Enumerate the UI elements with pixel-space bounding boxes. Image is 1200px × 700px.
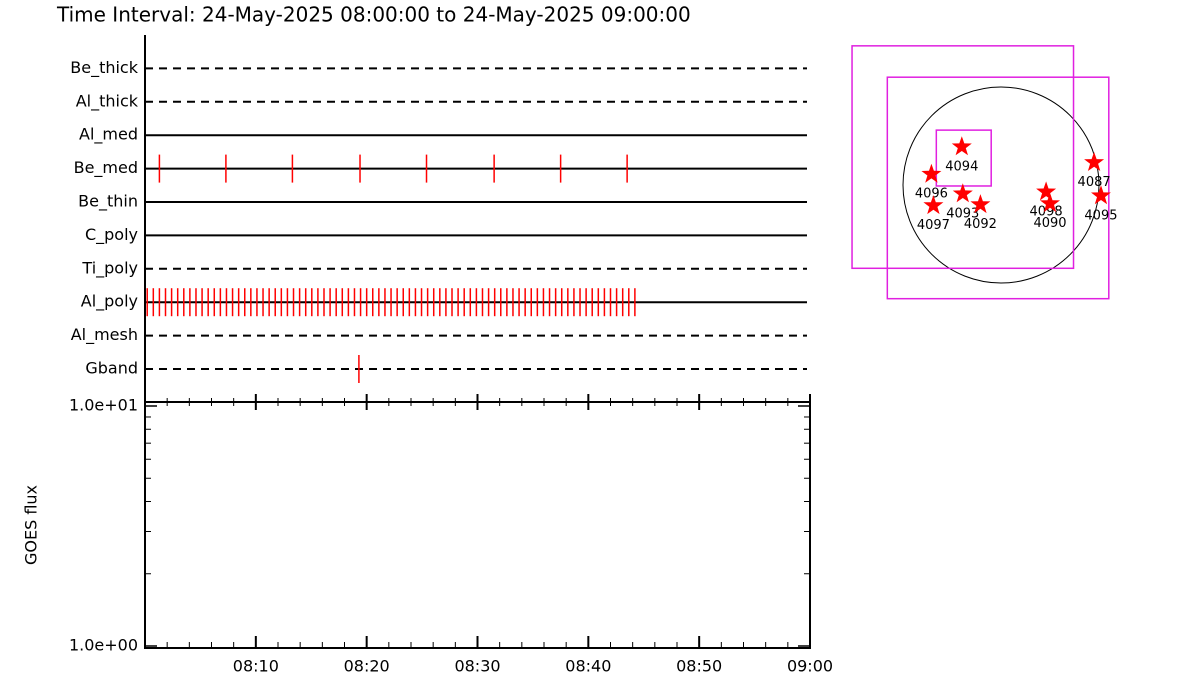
y-tick-label: 1.0e+01: [69, 396, 138, 415]
active-region-star: [921, 163, 942, 183]
row-label: Ti_poly: [81, 258, 138, 278]
row-label: C_poly: [85, 225, 138, 245]
active-region-label: 4087: [1078, 175, 1111, 190]
x-tick-label: 08:40: [565, 657, 611, 676]
active-region-star: [951, 136, 972, 156]
axes-frame: [144, 35, 811, 649]
y-axis-label: GOES flux: [22, 485, 41, 565]
active-region-label: 4096: [915, 187, 948, 202]
active-region-star: [952, 183, 973, 203]
fov-box: [886, 76, 1110, 300]
y-tick-label: 1.0e+00: [69, 636, 138, 655]
active-region-label: 4097: [917, 218, 950, 233]
active-region-label: 4094: [945, 159, 978, 174]
active-region-star: [1084, 152, 1105, 171]
x-tick-label: 08:20: [344, 657, 390, 676]
active-region-star: [923, 195, 944, 215]
row-label: Be_thin: [78, 192, 138, 212]
row-label: Gband: [85, 359, 138, 378]
x-tick-label: 08:50: [676, 657, 722, 676]
active-region-label: 4093: [946, 206, 979, 221]
active-region-label: 4092: [964, 217, 997, 232]
fov-box: [851, 45, 1075, 270]
active-region-star: [1040, 193, 1060, 213]
row-label: Al_med: [79, 125, 138, 145]
row-label: Al_mesh: [71, 325, 138, 345]
active-region-star: [970, 194, 991, 214]
x-tick-label: 09:00: [787, 657, 833, 676]
x-tick-label: 08:30: [454, 657, 500, 676]
x-tick-label: 08:10: [233, 657, 279, 676]
chart-title: Time Interval: 24-May-2025 08:00:00 to 2…: [56, 3, 691, 27]
row-label: Al_thick: [76, 91, 139, 111]
solar-disk: [902, 86, 1100, 284]
active-region-label: 4095: [1084, 208, 1117, 223]
active-region-label: 4090: [1033, 216, 1066, 231]
active-region-star: [1091, 185, 1111, 205]
row-label: Al_poly: [81, 292, 138, 312]
fov-box: [935, 129, 992, 187]
row-label: Be_thick: [70, 58, 138, 78]
active-region-star: [1036, 181, 1057, 201]
row-label: Be_med: [74, 158, 138, 178]
